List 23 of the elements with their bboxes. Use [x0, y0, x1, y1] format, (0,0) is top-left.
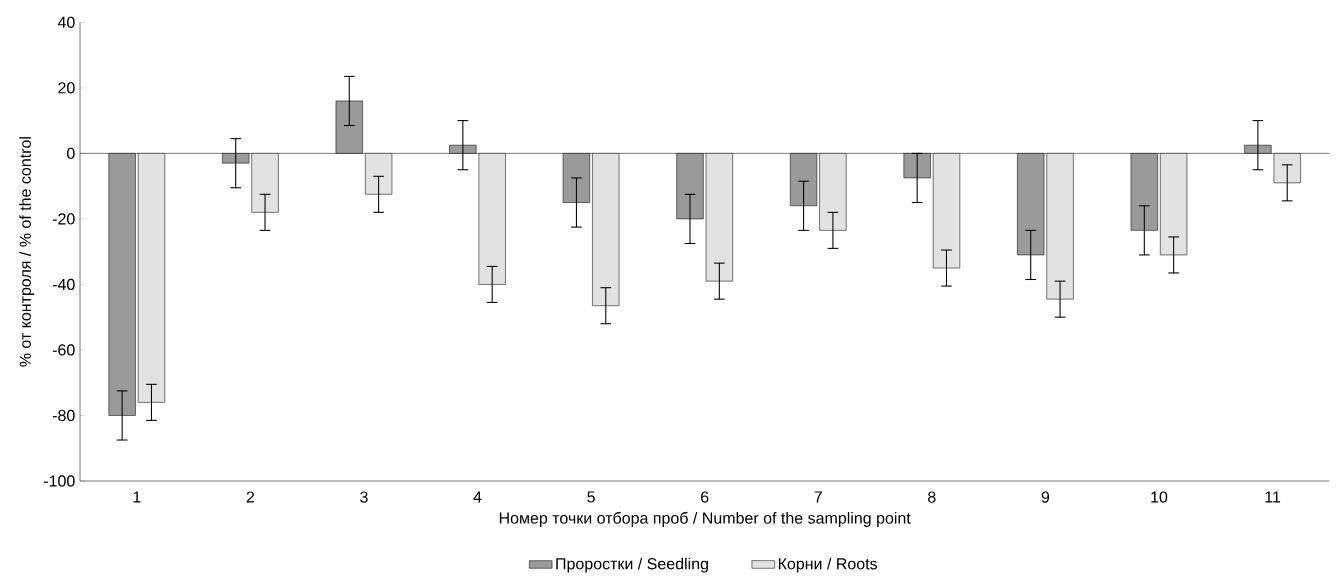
legend-label: Проростки / Seedling [556, 557, 708, 573]
y-tick-label: 20 [58, 82, 75, 94]
x-tick-label: 1 [133, 491, 141, 503]
x-axis-title: Номер точки отбора проб / Number of the sampling point [499, 511, 911, 527]
x-tick-label: 8 [928, 491, 936, 503]
x-tick-label: 2 [246, 491, 255, 503]
x-tick-label: 4 [473, 491, 482, 503]
y-tick-label: -40 [52, 278, 75, 291]
y-tick-label: -20 [52, 213, 75, 225]
y-tick-label: -100 [43, 475, 75, 487]
x-tick-label: 10 [1151, 491, 1168, 503]
y-axis-title: % от контроля / % of the control [19, 137, 35, 367]
x-tick-label: 5 [587, 491, 595, 503]
x-tick-label: 9 [1041, 491, 1050, 503]
x-tick-label: 11 [1265, 491, 1281, 503]
x-tick-label: 3 [360, 491, 368, 503]
y-tick-label: -60 [52, 344, 75, 356]
y-tick-label: 40 [57, 16, 75, 28]
legend-label: Корни / Roots [778, 557, 878, 573]
y-tick-label: 0 [67, 147, 75, 160]
y-tick-label: -80 [52, 409, 75, 422]
x-tick-label: 7 [814, 491, 822, 503]
x-tick-label: 6 [701, 491, 709, 503]
